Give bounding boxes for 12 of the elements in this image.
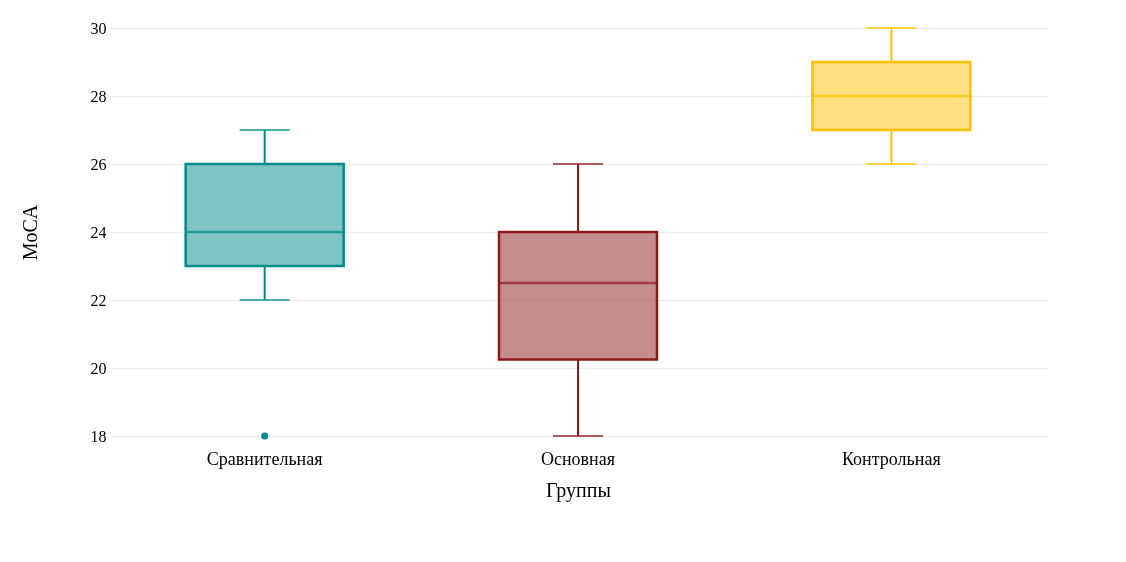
x-tick-label: Контрольная	[841, 448, 941, 469]
y-tick-label: 22	[90, 291, 107, 309]
y-tick-label: 20	[90, 359, 107, 377]
x-tick-label: Сравнительная	[206, 448, 323, 469]
y-tick-label: 26	[90, 155, 107, 173]
y-axis-title: MoCA	[18, 204, 41, 261]
x-tick-label: Основная	[540, 448, 616, 469]
y-tick-label: 30	[90, 19, 107, 37]
x-axis-title: Группы	[546, 478, 611, 502]
y-tick-label: 28	[90, 87, 107, 105]
y-tick-label: 24	[90, 223, 107, 241]
y-tick-label: 18	[90, 427, 107, 445]
